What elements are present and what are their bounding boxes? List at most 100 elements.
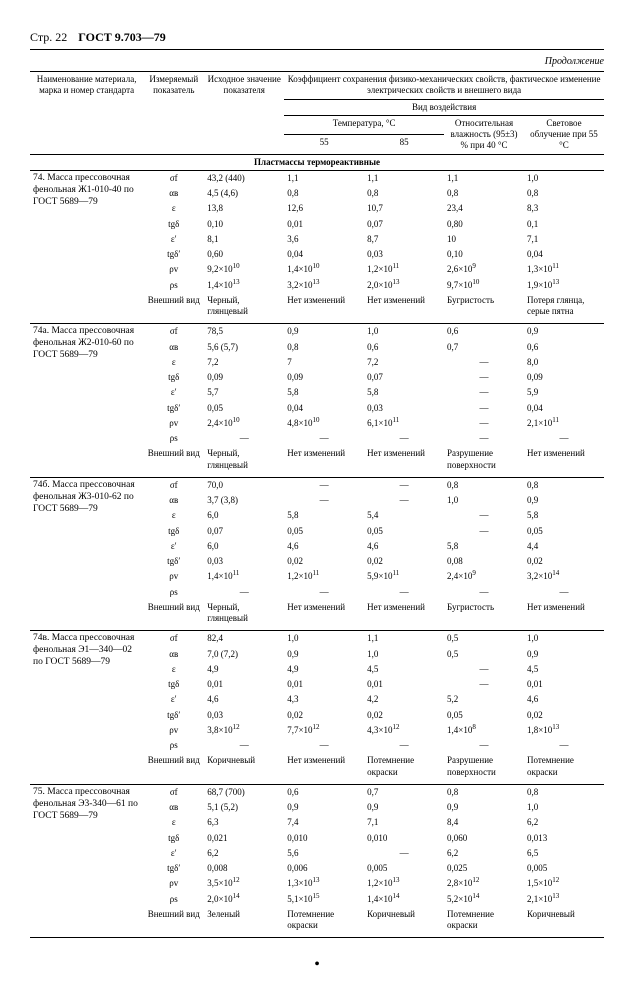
indicator-symbol: tgδ bbox=[143, 370, 204, 385]
col-humidity: Относительная влажность (95±3) % при 40 … bbox=[444, 115, 524, 154]
value-light: 6,5 bbox=[524, 846, 604, 861]
value-light: 8,3 bbox=[524, 201, 604, 216]
indicator-symbol: αв bbox=[143, 186, 204, 201]
value-t55: 0,6 bbox=[284, 784, 364, 800]
value-initial: 0,07 bbox=[204, 524, 284, 539]
value-humidity: 8,4 bbox=[444, 815, 524, 830]
value-t85: — bbox=[364, 846, 444, 861]
value-initial: 6,2 bbox=[204, 846, 284, 861]
value-initial: — bbox=[204, 431, 284, 446]
value-t55: 0,04 bbox=[284, 247, 364, 262]
value-t85: 7,1 bbox=[364, 815, 444, 830]
value-t55: 3,6 bbox=[284, 232, 364, 247]
value-humidity: — bbox=[444, 401, 524, 416]
value-t55: 5,6 bbox=[284, 846, 364, 861]
value-initial: 5,6 (5,7) bbox=[204, 340, 284, 355]
value-t55: — bbox=[284, 738, 364, 753]
value-light: Нет изменений bbox=[524, 600, 604, 627]
value-light: 0,005 bbox=[524, 861, 604, 876]
value-initial: 2,0×1014 bbox=[204, 892, 284, 907]
value-t85: 1,2×1011 bbox=[364, 262, 444, 277]
value-t85: 5,8 bbox=[364, 385, 444, 400]
value-t55: — bbox=[284, 477, 364, 493]
value-initial: 82,4 bbox=[204, 631, 284, 647]
value-t55: 0,9 bbox=[284, 800, 364, 815]
value-t85: 0,03 bbox=[364, 401, 444, 416]
value-light: 4,5 bbox=[524, 662, 604, 677]
value-t55: 1,1 bbox=[284, 170, 364, 186]
group-separator bbox=[30, 933, 604, 938]
value-t85: 1,1 bbox=[364, 170, 444, 186]
value-light: Коричневый bbox=[524, 907, 604, 934]
value-humidity: — bbox=[444, 508, 524, 523]
value-t55: — bbox=[284, 431, 364, 446]
value-t55: 0,05 bbox=[284, 524, 364, 539]
value-t85: 1,1 bbox=[364, 631, 444, 647]
value-t55: 5,8 bbox=[284, 385, 364, 400]
indicator-symbol: Внешний вид bbox=[143, 600, 204, 627]
value-initial: 2,4×1010 bbox=[204, 416, 284, 431]
col-light: Световое облучение при 55 °C bbox=[524, 115, 604, 154]
value-humidity: 10 bbox=[444, 232, 524, 247]
value-light: 0,013 bbox=[524, 831, 604, 846]
value-light: 0,8 bbox=[524, 477, 604, 493]
value-initial: 3,8×1012 bbox=[204, 723, 284, 738]
value-humidity: 6,2 bbox=[444, 846, 524, 861]
indicator-symbol: σf bbox=[143, 324, 204, 340]
value-humidity: 5,8 bbox=[444, 539, 524, 554]
value-humidity: 0,80 bbox=[444, 217, 524, 232]
value-light: 0,04 bbox=[524, 401, 604, 416]
value-humidity: — bbox=[444, 738, 524, 753]
value-humidity: 23,4 bbox=[444, 201, 524, 216]
indicator-symbol: σf bbox=[143, 477, 204, 493]
value-initial: 7,0 (7,2) bbox=[204, 647, 284, 662]
col-exposure: Вид воздействия bbox=[284, 99, 604, 115]
value-humidity: — bbox=[444, 431, 524, 446]
value-t55: 0,8 bbox=[284, 340, 364, 355]
value-light: Потемнение окраски bbox=[524, 753, 604, 780]
value-initial: 70,0 bbox=[204, 477, 284, 493]
indicator-symbol: ρv bbox=[143, 569, 204, 584]
value-humidity: 0,5 bbox=[444, 631, 524, 647]
value-t55: 0,02 bbox=[284, 554, 364, 569]
value-light: 0,01 bbox=[524, 677, 604, 692]
value-t85: 0,07 bbox=[364, 370, 444, 385]
value-initial: 6,3 bbox=[204, 815, 284, 830]
value-light: Потеря глянца, серые пятна bbox=[524, 293, 604, 320]
value-t85: 5,4 bbox=[364, 508, 444, 523]
col-t55: 55 bbox=[284, 135, 364, 154]
indicator-symbol: Внешний вид bbox=[143, 753, 204, 780]
value-t55: 1,3×1013 bbox=[284, 876, 364, 891]
indicator-symbol: ε bbox=[143, 508, 204, 523]
value-t55: 0,01 bbox=[284, 677, 364, 692]
value-t55: 1,0 bbox=[284, 631, 364, 647]
value-light: 0,9 bbox=[524, 493, 604, 508]
indicator-symbol: σf bbox=[143, 784, 204, 800]
indicator-symbol: Внешний вид bbox=[143, 446, 204, 473]
value-t85: 0,02 bbox=[364, 554, 444, 569]
indicator-symbol: ρv bbox=[143, 262, 204, 277]
value-humidity: 0,5 bbox=[444, 647, 524, 662]
value-initial: 0,03 bbox=[204, 554, 284, 569]
value-t55: 0,02 bbox=[284, 708, 364, 723]
value-t55: 7 bbox=[284, 355, 364, 370]
value-initial: 0,021 bbox=[204, 831, 284, 846]
indicator-symbol: αв bbox=[143, 800, 204, 815]
value-initial: 4,6 bbox=[204, 692, 284, 707]
value-t85: Потемнение окраски bbox=[364, 753, 444, 780]
value-t85: 0,005 bbox=[364, 861, 444, 876]
value-light: 0,9 bbox=[524, 324, 604, 340]
value-humidity: — bbox=[444, 662, 524, 677]
indicator-symbol: ε′ bbox=[143, 846, 204, 861]
value-humidity: 0,060 bbox=[444, 831, 524, 846]
value-light: 7,1 bbox=[524, 232, 604, 247]
indicator-symbol: Внешний вид bbox=[143, 907, 204, 934]
value-t85: 0,9 bbox=[364, 800, 444, 815]
value-initial: Черный, глянцевый bbox=[204, 600, 284, 627]
value-light: 1,3×1011 bbox=[524, 262, 604, 277]
value-light: 2,1×1013 bbox=[524, 892, 604, 907]
value-light: 2,1×1011 bbox=[524, 416, 604, 431]
value-initial: — bbox=[204, 738, 284, 753]
value-humidity: 2,4×109 bbox=[444, 569, 524, 584]
indicator-symbol: tgδ′ bbox=[143, 247, 204, 262]
